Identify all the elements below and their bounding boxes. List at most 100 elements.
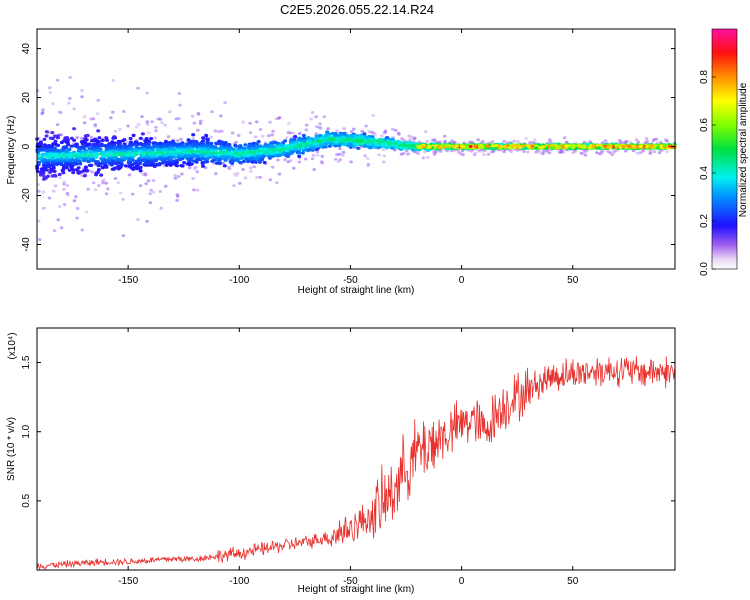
spectrogram-point bbox=[382, 154, 387, 158]
spectrogram-point bbox=[94, 152, 99, 156]
spectrogram-point bbox=[168, 110, 172, 114]
spectrogram-point bbox=[151, 190, 156, 194]
spectrogram-point bbox=[140, 115, 144, 119]
spectrogram-point bbox=[263, 147, 268, 151]
spectrogram-point bbox=[209, 153, 214, 157]
spectrogram-point bbox=[635, 151, 639, 155]
spectrogram-point bbox=[502, 150, 507, 154]
spectrogram-point bbox=[562, 136, 567, 140]
spectrogram-point bbox=[516, 140, 520, 143]
spectrogram-point bbox=[121, 152, 126, 156]
spectrogram-point bbox=[310, 111, 315, 114]
spectrogram-point bbox=[243, 151, 248, 155]
spectrogram-point bbox=[168, 162, 173, 166]
spectrogram-point bbox=[310, 157, 315, 161]
spectrogram-point bbox=[297, 154, 302, 158]
spectrogram-point bbox=[41, 108, 45, 112]
spectrogram-point bbox=[297, 132, 302, 136]
spectrogram-point bbox=[51, 166, 56, 170]
spectrogram-point bbox=[62, 180, 66, 184]
spectrogram-point bbox=[274, 150, 279, 155]
spectrogram-point bbox=[75, 207, 80, 210]
spectrogram-point bbox=[269, 141, 274, 145]
spectrogram-point bbox=[541, 152, 545, 156]
spectrogram-point bbox=[526, 150, 530, 154]
spectrogram-point bbox=[204, 144, 209, 148]
spectrogram-point bbox=[404, 149, 409, 153]
spectrogram-point bbox=[122, 149, 127, 153]
spectrogram-point bbox=[163, 147, 168, 151]
spectrogram-point bbox=[188, 141, 193, 145]
spectrogram-point bbox=[175, 149, 180, 153]
spectrogram-point bbox=[391, 135, 396, 139]
spectrogram-point bbox=[69, 165, 74, 169]
spectrogram-point bbox=[244, 157, 249, 161]
spectrogram-point bbox=[421, 156, 426, 160]
spectrogram-point bbox=[116, 164, 121, 168]
spectrogram-point bbox=[431, 150, 436, 154]
spectrogram-point bbox=[304, 123, 309, 127]
spectrogram-point bbox=[75, 136, 79, 140]
spectrogram-point bbox=[145, 219, 149, 223]
spectrogram-point bbox=[248, 121, 252, 125]
spectrogram-point bbox=[194, 160, 199, 164]
spectrogram-point bbox=[214, 149, 219, 153]
spectrogram-point bbox=[597, 152, 602, 156]
spectrogram-point bbox=[192, 121, 197, 125]
spectrogram-point bbox=[59, 157, 64, 161]
spectrogram-point bbox=[105, 153, 109, 157]
spectrogram-point bbox=[137, 159, 141, 164]
spectrogram-point bbox=[80, 228, 85, 232]
spectrogram-point bbox=[476, 138, 481, 142]
spectrogram-point bbox=[329, 138, 334, 142]
spectrogram-point bbox=[64, 156, 69, 160]
spectrogram-point bbox=[157, 157, 162, 161]
spectrogram-point bbox=[108, 145, 113, 149]
spectrogram-point bbox=[209, 141, 214, 145]
spectrogram-point bbox=[51, 156, 56, 160]
spectrogram-point bbox=[145, 122, 150, 126]
spectrogram-point bbox=[498, 144, 503, 148]
spectrogram-point bbox=[41, 206, 46, 210]
spectrogram-point bbox=[111, 110, 115, 114]
spectrogram-point bbox=[256, 144, 261, 148]
spectrogram-point bbox=[61, 154, 66, 158]
spectrogram-point bbox=[404, 143, 409, 148]
spectrogram-point bbox=[177, 92, 182, 95]
spectrogram-point bbox=[51, 142, 56, 146]
spectrogram-point bbox=[175, 193, 180, 197]
spectrogram-point bbox=[143, 173, 148, 177]
spectrogram-point bbox=[432, 139, 436, 142]
spectrogram-point bbox=[182, 161, 187, 165]
spectrogram-point bbox=[268, 120, 272, 124]
spectrogram-point bbox=[277, 116, 282, 120]
spectrogram-point bbox=[37, 143, 42, 147]
spectrogram-point bbox=[286, 160, 291, 164]
spectrogram-point bbox=[234, 152, 239, 156]
spectrogram-point bbox=[179, 137, 183, 141]
spectrogram-point bbox=[323, 145, 328, 149]
spectrogram-point bbox=[363, 154, 368, 158]
spectrogram-point bbox=[406, 152, 410, 156]
spectrogram-point bbox=[235, 171, 240, 175]
spectrogram-point bbox=[44, 168, 49, 172]
spectrogram-point bbox=[201, 136, 206, 140]
spectrogram-point bbox=[122, 142, 127, 146]
spectrogram-point bbox=[104, 192, 109, 196]
spectrogram-point bbox=[117, 152, 122, 156]
spectrogram-point bbox=[275, 181, 279, 185]
spectrogram-point bbox=[89, 158, 94, 162]
spectrogram-point bbox=[338, 158, 343, 162]
spectrogram-point bbox=[230, 131, 235, 135]
spectrogram-point bbox=[80, 95, 84, 99]
spectrogram-point bbox=[48, 91, 53, 95]
spectrogram-point bbox=[175, 198, 179, 202]
spectrogram-point bbox=[68, 75, 72, 79]
spectrogram-point bbox=[334, 133, 339, 137]
spectrogram-point bbox=[222, 142, 227, 146]
spectrogram-point bbox=[318, 122, 322, 126]
spectrogram-point bbox=[57, 172, 62, 177]
spectrogram-point bbox=[100, 165, 105, 169]
spectrogram-point bbox=[175, 160, 179, 165]
spectrogram-point bbox=[205, 153, 210, 157]
